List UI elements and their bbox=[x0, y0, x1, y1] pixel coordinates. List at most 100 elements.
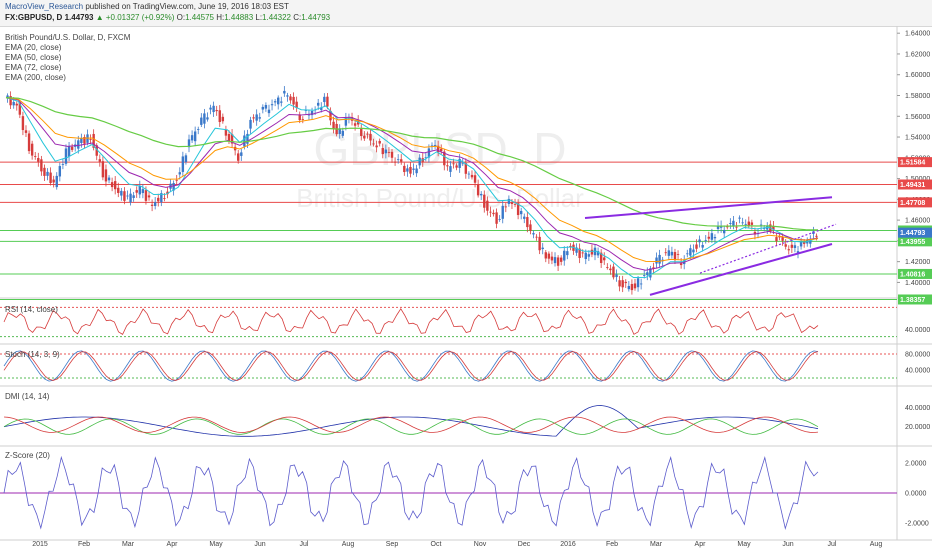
candle-body bbox=[655, 257, 658, 264]
candle-body bbox=[470, 174, 474, 178]
x-tick-label: 2015 bbox=[32, 541, 48, 548]
candle-body bbox=[443, 151, 446, 166]
candle-body bbox=[424, 157, 428, 159]
candle-body bbox=[452, 163, 455, 165]
candle-body bbox=[815, 235, 818, 237]
candle-body bbox=[440, 148, 443, 152]
candle-body bbox=[15, 103, 18, 106]
candle-body bbox=[320, 107, 323, 110]
candle-body bbox=[526, 217, 529, 228]
watermark-symbol: GBPUSD, D bbox=[313, 123, 566, 175]
candle-body bbox=[556, 257, 560, 266]
candle-body bbox=[486, 200, 489, 211]
candle-body bbox=[704, 240, 707, 241]
candle-body bbox=[98, 159, 102, 162]
candle-body bbox=[70, 146, 74, 150]
candle-body bbox=[516, 203, 520, 216]
candle-body bbox=[40, 159, 43, 172]
candle-body bbox=[436, 145, 440, 153]
candle-body bbox=[406, 168, 409, 172]
candle-body bbox=[310, 111, 314, 116]
candle-body bbox=[101, 161, 105, 178]
open-value: 1.44575 bbox=[185, 13, 214, 22]
pane-y-tick-label: 20.0000 bbox=[905, 424, 930, 431]
candle-body bbox=[206, 117, 209, 120]
candle-body bbox=[658, 254, 661, 264]
candle-body bbox=[455, 165, 458, 168]
candle-body bbox=[150, 204, 154, 206]
candle-body bbox=[716, 226, 720, 229]
trendline-dashed bbox=[699, 223, 837, 274]
candle-body bbox=[58, 166, 62, 177]
candle-body bbox=[344, 118, 348, 126]
candle-body bbox=[37, 158, 40, 162]
level-tag-label: 1.49431 bbox=[900, 182, 925, 189]
candle-body bbox=[461, 162, 464, 164]
candle-body bbox=[523, 216, 526, 219]
candle-body bbox=[261, 106, 265, 110]
y-tick-label: 1.40000 bbox=[905, 280, 930, 287]
candle-body bbox=[77, 140, 80, 149]
candle-body bbox=[603, 257, 606, 261]
level-tag bbox=[898, 157, 932, 168]
last-price-tag bbox=[898, 227, 932, 238]
candle-body bbox=[510, 202, 514, 205]
ema50-line bbox=[5, 97, 819, 271]
candle-body bbox=[772, 226, 775, 230]
candle-body bbox=[643, 275, 646, 276]
candle-body bbox=[197, 129, 200, 130]
candle-body bbox=[507, 198, 511, 204]
candle-body bbox=[722, 229, 726, 234]
x-tick-label: Jul bbox=[828, 541, 837, 548]
candle-body bbox=[249, 119, 252, 129]
candle-body bbox=[187, 139, 191, 148]
candle-body bbox=[544, 252, 547, 259]
candle-body bbox=[427, 148, 431, 158]
y-tick-label: 1.64000 bbox=[905, 31, 930, 38]
candle-body bbox=[270, 104, 274, 106]
candle-body bbox=[360, 128, 363, 136]
author-link[interactable]: MacroView_Research bbox=[5, 2, 84, 11]
candle-body bbox=[695, 244, 698, 249]
close-value: 1.44793 bbox=[301, 13, 331, 22]
stoch-title: Stoch (14, 3, 9) bbox=[5, 350, 60, 359]
candle-body bbox=[775, 237, 778, 242]
candle-body bbox=[412, 168, 415, 170]
candle-body bbox=[670, 251, 674, 256]
level-tag-label: 1.47708 bbox=[900, 200, 925, 207]
candle-body bbox=[353, 123, 357, 126]
candle-body bbox=[126, 195, 129, 197]
candle-body bbox=[80, 138, 83, 143]
candle-body bbox=[378, 140, 381, 144]
ema20-line bbox=[5, 97, 819, 279]
candle-body bbox=[227, 134, 231, 142]
candle-body bbox=[135, 190, 138, 193]
candle-body bbox=[43, 167, 46, 176]
symbol-label: FX:GBPUSD, D bbox=[5, 13, 63, 22]
candle-body bbox=[418, 157, 421, 166]
candle-body bbox=[30, 143, 34, 156]
zscore-title: Z-Score (20) bbox=[5, 451, 50, 460]
level-tag bbox=[898, 236, 932, 247]
x-tick-label: Aug bbox=[870, 541, 883, 548]
candle-body bbox=[49, 172, 52, 184]
candle-body bbox=[664, 252, 667, 254]
legend-symbol: British Pound/U.S. Dollar, D, FXCM bbox=[5, 33, 131, 42]
candle-body bbox=[587, 254, 591, 257]
price-change: ▲ +0.01327 (+0.92%) bbox=[95, 13, 175, 22]
candle-body bbox=[46, 171, 49, 176]
x-tick-label: Jun bbox=[254, 541, 265, 548]
candle-body bbox=[12, 101, 15, 106]
candle-body bbox=[104, 169, 108, 182]
candle-body bbox=[790, 244, 794, 248]
x-tick-label: Nov bbox=[474, 541, 487, 548]
candle-body bbox=[409, 167, 412, 174]
candle-body bbox=[323, 96, 326, 103]
candle-body bbox=[157, 197, 160, 202]
level-tag bbox=[898, 268, 932, 279]
candle-body bbox=[489, 211, 492, 213]
candle-body bbox=[710, 233, 714, 240]
level-tag bbox=[898, 179, 932, 190]
candle-body bbox=[495, 212, 498, 224]
